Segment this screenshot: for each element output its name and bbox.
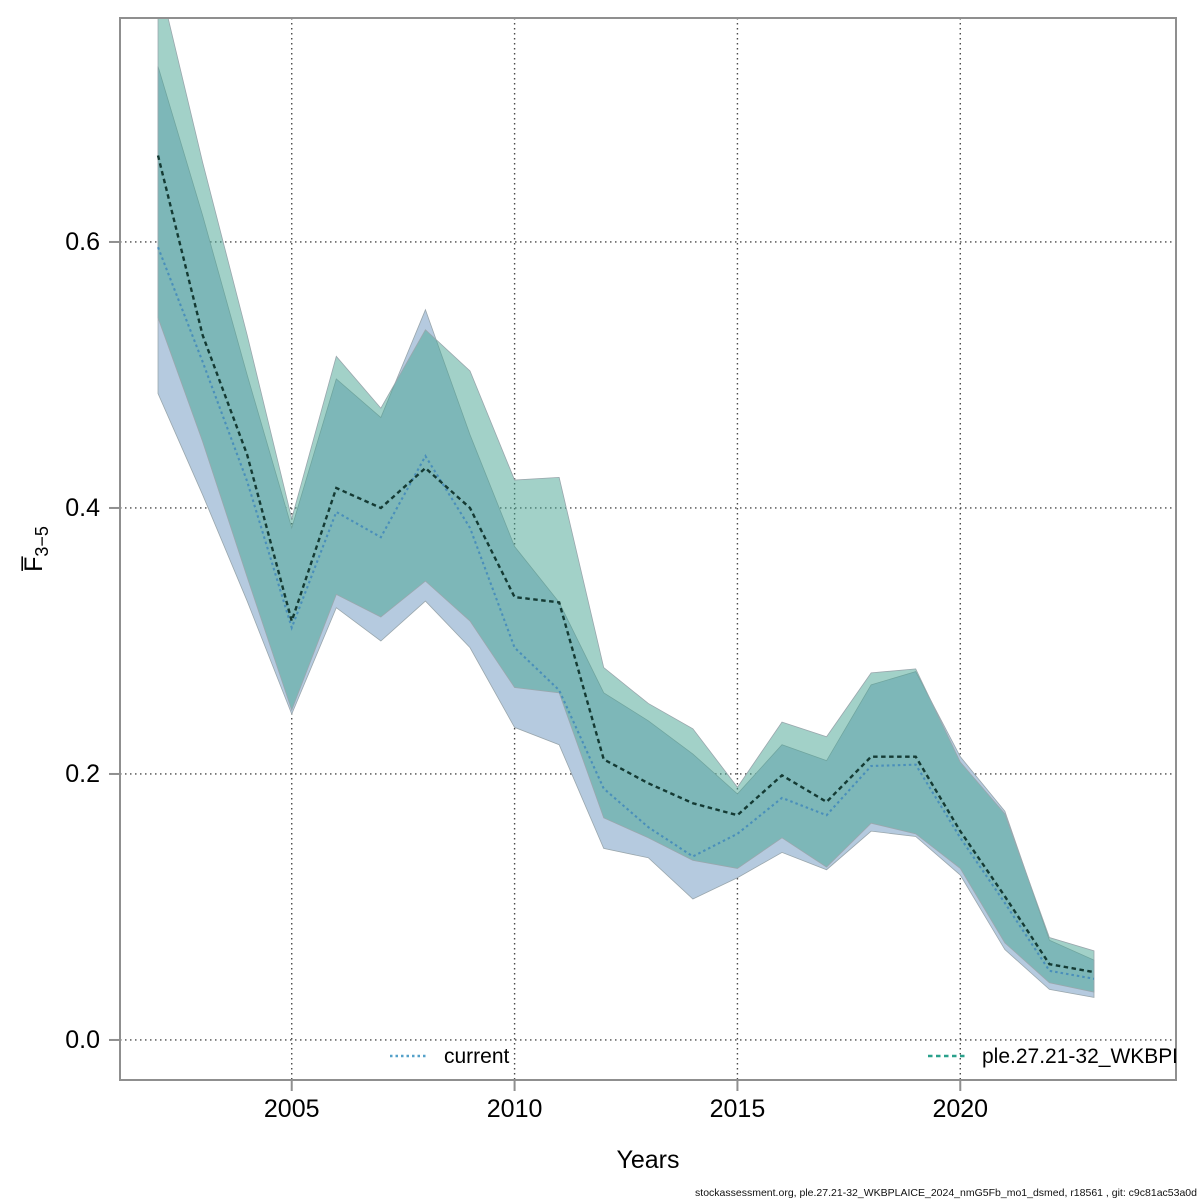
legend-item-current: current — [390, 1045, 510, 1068]
series-lines — [156, 155, 1095, 980]
legend-item-wkbpl: ple.27.21-32_WKBPL — [928, 1045, 1184, 1068]
gridlines — [120, 18, 1176, 1080]
legend-label-wkbpl: ple.27.21-32_WKBPL — [982, 1045, 1184, 1068]
y-tick-label: 0.4 — [65, 494, 100, 522]
x-tick-label: 2010 — [487, 1095, 543, 1123]
y-tick-label: 0.0 — [65, 1026, 100, 1054]
confidence-bands — [157, 18, 1095, 998]
axis-tick-labels: 2005 2010 2015 2020 0.0 0.2 0.4 0.6 — [65, 228, 988, 1123]
mean-line-wkbpl — [156, 155, 1095, 974]
ci-band-wkbpl — [157, 18, 1095, 993]
x-tick-label: 2015 — [710, 1095, 766, 1123]
x-tick-label: 2020 — [932, 1095, 988, 1123]
plot-frame — [119, 17, 1177, 1081]
legend-label-current: current — [444, 1045, 510, 1068]
y-axis-label-base: F̅ — [20, 556, 48, 572]
mean-line-current — [157, 246, 1095, 980]
y-tick-label: 0.6 — [65, 228, 100, 256]
y-axis-label: F̅3−5 — [20, 526, 52, 572]
x-tick-label: 2005 — [264, 1095, 320, 1123]
y-axis-label-subscript: 3−5 — [32, 526, 52, 557]
y-tick-label: 0.2 — [65, 760, 100, 788]
figure-caption: stockassessment.org, ple.27.21-32_WKBPLA… — [695, 1187, 1197, 1199]
x-axis-label: Years — [616, 1146, 679, 1174]
axis-ticks — [109, 240, 962, 1091]
